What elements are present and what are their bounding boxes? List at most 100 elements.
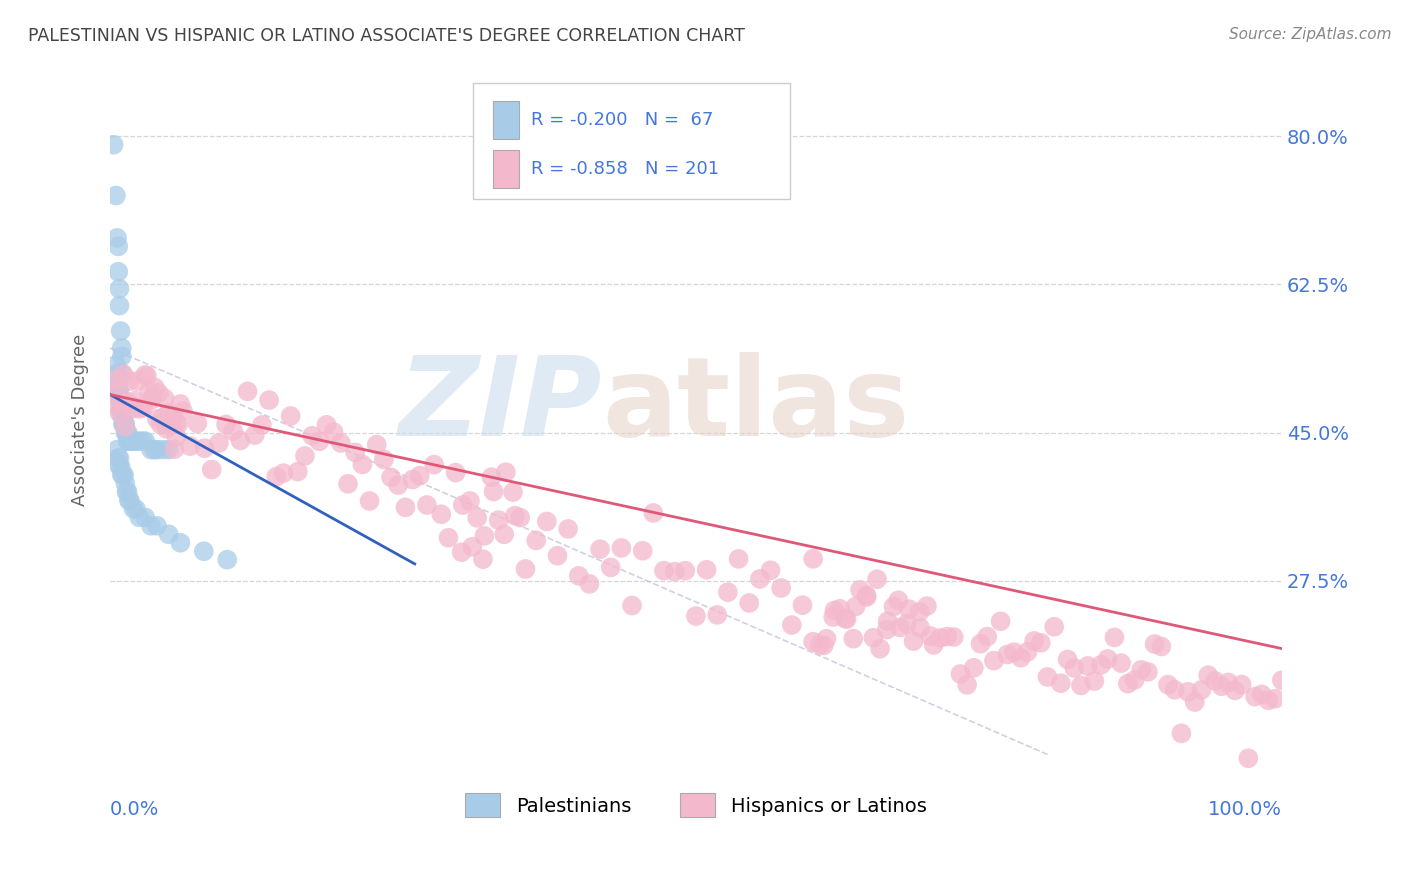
Point [329,436,352,450]
Point [107,451,129,466]
Point [107,239,129,253]
FancyBboxPatch shape [494,150,519,188]
Text: 0.0%: 0.0% [110,799,159,819]
Point [1050,676,1073,690]
Point [394,500,416,515]
Point [1010,650,1032,665]
Point [132,401,155,415]
Point [696,563,718,577]
Point [471,552,494,566]
Legend: Palestinians, Hispanics or Latinos: Palestinians, Hispanics or Latinos [458,786,934,825]
Point [118,493,141,508]
Point [103,398,125,412]
Point [546,549,568,563]
Point [738,596,761,610]
Point [1271,673,1294,688]
Point [1230,678,1253,692]
Point [156,422,179,436]
FancyBboxPatch shape [474,83,790,199]
Point [849,582,872,597]
Point [110,394,132,409]
Point [1109,656,1132,670]
Point [157,527,180,541]
Point [1002,645,1025,659]
Point [107,384,129,398]
Point [942,630,965,644]
Point [1211,679,1233,693]
Point [165,417,187,431]
Point [458,494,481,508]
Point [139,518,162,533]
Text: PALESTINIAN VS HISPANIC OR LATINO ASSOCIATE'S DEGREE CORRELATION CHART: PALESTINIAN VS HISPANIC OR LATINO ASSOCI… [28,27,745,45]
Point [1083,674,1105,689]
Point [1104,631,1126,645]
Point [461,540,484,554]
Point [509,510,531,524]
Point [136,368,159,383]
Point [748,572,770,586]
Point [111,367,134,381]
Point [159,416,181,430]
Point [823,603,845,617]
Point [193,544,215,558]
Point [808,638,831,652]
Point [936,630,959,644]
Point [515,562,537,576]
Point [186,417,208,431]
Point [337,476,360,491]
Point [143,442,166,457]
Point [148,386,170,401]
Point [108,451,131,466]
Point [105,231,128,245]
Point [264,469,287,483]
Point [673,564,696,578]
Point [134,510,156,524]
Point [163,442,186,457]
Point [125,501,148,516]
Text: ZIP: ZIP [399,352,602,459]
Point [488,513,510,527]
Point [143,380,166,394]
Point [956,678,979,692]
Point [108,406,131,420]
Point [111,409,134,423]
Point [193,441,215,455]
Point [1036,670,1059,684]
Point [122,401,145,415]
Point [815,632,838,646]
Point [557,522,579,536]
Point [770,581,793,595]
Point [128,434,150,449]
Point [495,465,517,479]
Point [908,605,931,619]
Point [128,510,150,524]
Point [217,552,239,566]
Point [1157,678,1180,692]
Point [104,373,127,387]
Point [1070,678,1092,692]
Point [1116,676,1139,690]
Point [1184,695,1206,709]
Point [589,542,612,557]
Point [352,458,374,472]
Point [115,425,138,440]
Point [1123,673,1146,687]
Point [359,494,381,508]
Point [105,367,128,381]
Text: atlas: atlas [602,352,910,459]
Point [1257,693,1279,707]
Point [322,425,344,439]
Point [1097,652,1119,666]
Point [107,265,129,279]
Point [294,449,316,463]
Point [845,599,868,614]
Point [153,392,176,406]
Point [117,395,139,409]
Point [112,468,135,483]
Point [287,465,309,479]
Point [910,621,932,635]
Point [1223,683,1246,698]
Point [134,434,156,449]
Point [1170,726,1192,740]
Point [1244,690,1267,704]
